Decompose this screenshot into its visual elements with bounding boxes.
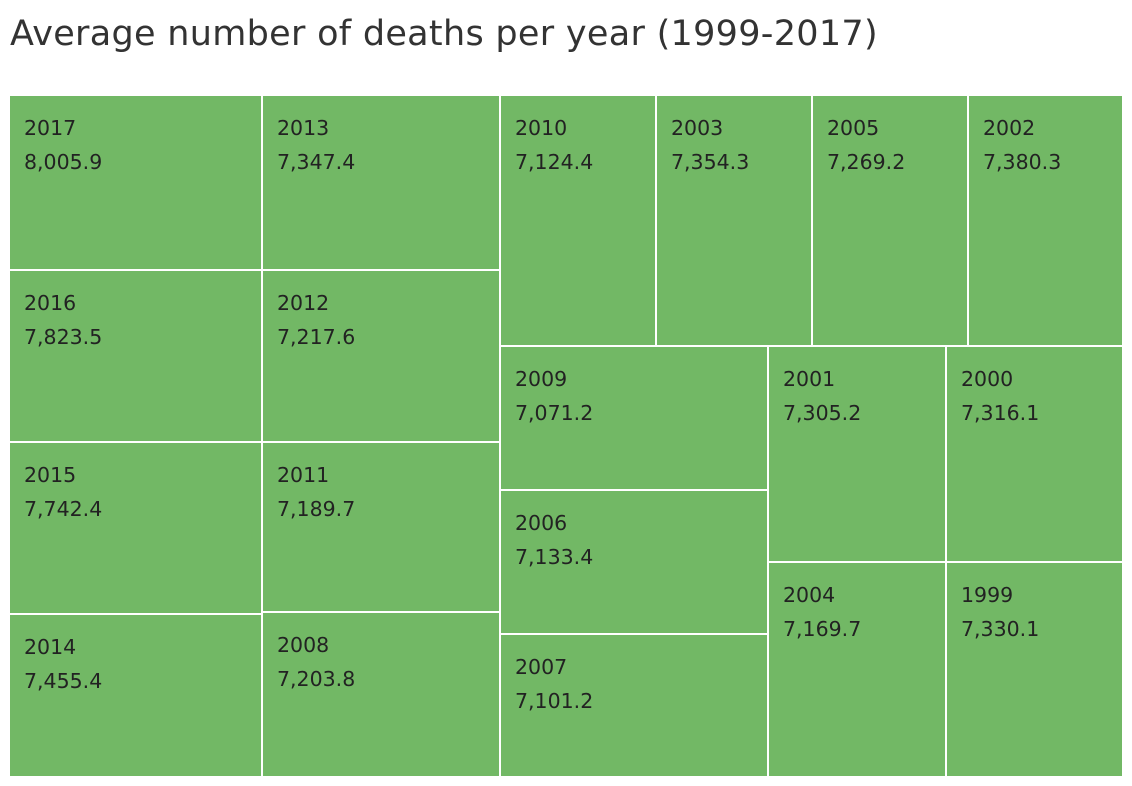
tile-rect[interactable] [499,489,769,635]
tile-rect[interactable] [767,345,947,563]
tile-2006[interactable]: 2006 7,133.4 [499,489,769,635]
tile-rect[interactable] [499,345,769,491]
tile-2003[interactable]: 2003 7,354.3 [655,94,813,347]
tile-year-label: 2009 [515,367,567,391]
tile-value-label: 7,330.1 [961,617,1039,641]
tile-2010[interactable]: 2010 7,124.4 [499,94,657,347]
tile-value-label: 7,133.4 [515,545,593,569]
tile-rect[interactable] [8,613,263,778]
tile-year-label: 2013 [277,116,329,140]
tile-2016[interactable]: 2016 7,823.5 [8,269,263,443]
tile-2013[interactable]: 2013 7,347.4 [261,94,501,271]
tile-rect[interactable] [8,94,263,271]
tile-year-label: 2000 [961,367,1013,391]
tile-value-label: 8,005.9 [24,150,102,174]
tile-year-label: 2001 [783,367,835,391]
tile-rect[interactable] [945,345,1124,563]
tile-year-label: 2015 [24,463,76,487]
tile-year-label: 2014 [24,635,76,659]
tile-2008[interactable]: 2008 7,203.8 [261,611,501,778]
tile-value-label: 7,203.8 [277,667,355,691]
tile-year-label: 2005 [827,116,879,140]
tile-value-label: 7,101.2 [515,689,593,713]
tile-rect[interactable] [967,94,1124,347]
tile-2011[interactable]: 2011 7,189.7 [261,441,501,613]
tile-2012[interactable]: 2012 7,217.6 [261,269,501,443]
tile-1999[interactable]: 1999 7,330.1 [945,561,1124,778]
tile-2015[interactable]: 2015 7,742.4 [8,441,263,615]
tile-value-label: 7,455.4 [24,669,102,693]
tile-2005[interactable]: 2005 7,269.2 [811,94,969,347]
tile-rect[interactable] [261,441,501,613]
tile-value-label: 7,305.2 [783,401,861,425]
tile-rect[interactable] [499,633,769,778]
tile-2017[interactable]: 2017 8,005.9 [8,94,263,271]
tile-rect[interactable] [767,561,947,778]
tile-year-label: 2006 [515,511,567,535]
tile-year-label: 2016 [24,291,76,315]
tile-value-label: 7,347.4 [277,150,355,174]
tile-2004[interactable]: 2004 7,169.7 [767,561,947,778]
tile-year-label: 2004 [783,583,835,607]
tile-rect[interactable] [8,269,263,443]
tile-value-label: 7,217.6 [277,325,355,349]
tile-rect[interactable] [655,94,813,347]
tile-2009[interactable]: 2009 7,071.2 [499,345,769,491]
tile-rect[interactable] [945,561,1124,778]
tile-year-label: 2007 [515,655,567,679]
tile-2002[interactable]: 2002 7,380.3 [967,94,1124,347]
tile-value-label: 7,380.3 [983,150,1061,174]
tile-value-label: 7,354.3 [671,150,749,174]
tile-value-label: 7,742.4 [24,497,102,521]
tile-year-label: 2017 [24,116,76,140]
tile-year-label: 2011 [277,463,329,487]
tile-2007[interactable]: 2007 7,101.2 [499,633,769,778]
chart-title: Average number of deaths per year (1999-… [10,14,878,54]
tile-year-label: 2003 [671,116,723,140]
tile-value-label: 7,169.7 [783,617,861,641]
tile-value-label: 7,316.1 [961,401,1039,425]
tile-year-label: 2012 [277,291,329,315]
tile-year-label: 1999 [961,583,1013,607]
tile-value-label: 7,071.2 [515,401,593,425]
tile-year-label: 2002 [983,116,1035,140]
tile-year-label: 2010 [515,116,567,140]
tile-value-label: 7,189.7 [277,497,355,521]
tile-rect[interactable] [261,611,501,778]
tile-value-label: 7,269.2 [827,150,905,174]
tile-rect[interactable] [499,94,657,347]
tile-2001[interactable]: 2001 7,305.2 [767,345,947,563]
tile-2014[interactable]: 2014 7,455.4 [8,613,263,778]
tile-value-label: 7,124.4 [515,150,593,174]
tile-rect[interactable] [8,441,263,615]
tile-year-label: 2008 [277,633,329,657]
tile-value-label: 7,823.5 [24,325,102,349]
tile-2000[interactable]: 2000 7,316.1 [945,345,1124,563]
